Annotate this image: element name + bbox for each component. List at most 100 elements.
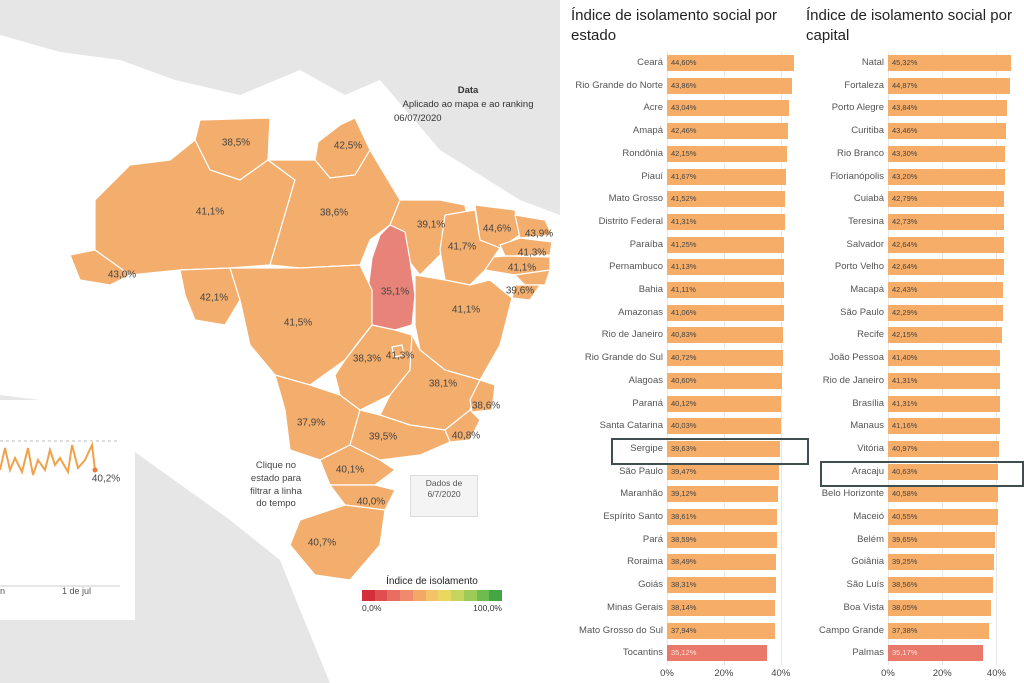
bar-row[interactable]: Espírito Santo 38,61% [603,506,795,529]
bar[interactable] [888,372,1000,389]
bar[interactable] [888,100,1007,117]
bar[interactable] [667,622,775,639]
bar[interactable] [888,577,993,594]
bar-row[interactable]: Porto Alegre 43,84% [832,97,1010,120]
bar-row[interactable]: Goiás 38,31% [638,574,795,597]
bar[interactable] [888,236,1004,253]
bar-row[interactable]: Amapá 42,46% [633,120,795,143]
bar[interactable] [667,168,786,185]
bar[interactable] [888,622,990,639]
bar-row[interactable]: Paraná 40,12% [632,393,795,416]
bar-row[interactable]: Boa Vista 38,05% [844,597,1010,620]
bar[interactable] [667,395,782,412]
bar-row[interactable]: Rio Grande do Norte 43,86% [575,75,795,98]
bar-row[interactable]: Acre 43,04% [643,97,795,120]
bar[interactable] [888,191,1004,208]
bar[interactable] [667,259,784,276]
state-alagoas[interactable] [513,269,551,286]
bar-row[interactable]: Sergipe 39,63% [630,438,795,461]
bar-row[interactable]: Piauí 41,67% [641,166,795,189]
bar-row[interactable]: Belo Horizonte 40,58% [822,483,1010,506]
bar[interactable] [888,304,1003,321]
bar-row[interactable]: Florianópolis 43,20% [830,166,1010,189]
state-rio-grande-do-sul[interactable] [289,504,386,581]
bar[interactable] [667,599,776,616]
bar[interactable] [667,236,785,253]
bar-row[interactable]: Bahia 41,11% [639,279,795,302]
bar[interactable] [667,463,780,480]
bar[interactable] [888,213,1004,230]
bar[interactable] [667,327,784,344]
bar-row[interactable]: Mato Grosso 41,52% [609,188,795,211]
state-santa-catarina[interactable] [328,484,396,511]
bar[interactable] [667,304,784,321]
bar[interactable] [667,145,787,162]
bar[interactable] [667,645,767,662]
bar[interactable] [667,486,779,503]
bar[interactable] [667,440,780,457]
bar[interactable] [888,440,1000,457]
bar-row[interactable]: Distrito Federal 41,31% [599,211,795,234]
state-tocantins[interactable] [367,224,416,331]
state-acre[interactable] [69,249,132,286]
state-paraiba[interactable] [499,237,553,257]
bar[interactable] [888,350,1001,367]
bar-row[interactable]: São Luís 38,56% [847,574,1010,597]
bar-row[interactable]: Rio Branco 43,30% [837,143,1010,166]
bar[interactable] [667,123,788,140]
bar-row[interactable]: Tocantins 35,12% [623,642,795,665]
state-bahia[interactable] [414,274,513,381]
bar-row[interactable]: São Paulo 42,29% [840,302,1010,325]
bar-row[interactable]: Macapá 42,43% [850,279,1010,302]
bar[interactable] [888,554,995,571]
bar-row[interactable]: São Paulo 39,47% [619,461,795,484]
bar-row[interactable]: Rondônia 42,15% [622,143,795,166]
bar-row[interactable]: Cuiabá 42,79% [854,188,1010,211]
bar-row[interactable]: Mato Grosso do Sul 37,94% [579,620,795,643]
bar[interactable] [667,100,790,117]
bar[interactable] [667,554,777,571]
bar-row[interactable]: Goiânia 39,25% [851,551,1010,574]
bar[interactable] [888,463,999,480]
bar-row[interactable]: Roraima 38,49% [627,551,795,574]
bar-row[interactable]: Pernambuco 41,13% [609,256,795,279]
bar[interactable] [667,372,783,389]
state-sergipe[interactable] [511,284,542,301]
state-distrito-federal[interactable] [391,344,405,358]
bar-row[interactable]: Rio de Janeiro 41,31% [823,370,1010,393]
bar-row[interactable]: Curitiba 43,46% [851,120,1010,143]
bar[interactable] [888,145,1006,162]
bar-row[interactable]: Campo Grande 37,38% [819,620,1010,643]
bar[interactable] [888,645,984,662]
timeline-last-point[interactable] [92,467,98,473]
bar-row[interactable]: Alagoas 40,60% [629,370,795,393]
bar-row[interactable]: Porto Velho 42,64% [835,256,1010,279]
bar[interactable] [888,168,1006,185]
bar-row[interactable]: Brasília 41,31% [852,393,1010,416]
bar-row[interactable]: Manaus 41,16% [850,415,1010,438]
bar[interactable] [888,418,1000,435]
bar[interactable] [667,213,785,230]
bar[interactable] [667,55,794,71]
bar[interactable] [888,259,1004,276]
bar[interactable] [888,599,992,616]
bar[interactable] [667,418,781,435]
bar[interactable] [667,282,784,298]
bar[interactable] [888,531,996,548]
bar-row[interactable]: Rio de Janeiro 40,83% [602,324,795,347]
bar[interactable] [667,77,792,94]
bar[interactable] [888,282,1004,298]
bar-row[interactable]: Vitória 40,97% [857,438,1010,461]
bar-row[interactable]: Santa Catarina 40,03% [600,415,795,438]
date-filter[interactable]: Data Aplicado ao mapa e ao ranking 06/07… [388,84,548,125]
bar[interactable] [888,327,1003,344]
bar-row[interactable]: Teresina 42,73% [848,211,1010,234]
bar[interactable] [888,486,999,503]
state-espirito-santo[interactable] [469,379,496,413]
bar-row[interactable]: João Pessoa 41,40% [829,347,1010,370]
bar-row[interactable]: Maranhão 39,12% [620,483,795,506]
bar[interactable] [667,191,786,208]
bar[interactable] [667,350,783,367]
state-piaui[interactable] [439,209,501,286]
bar[interactable] [667,531,777,548]
